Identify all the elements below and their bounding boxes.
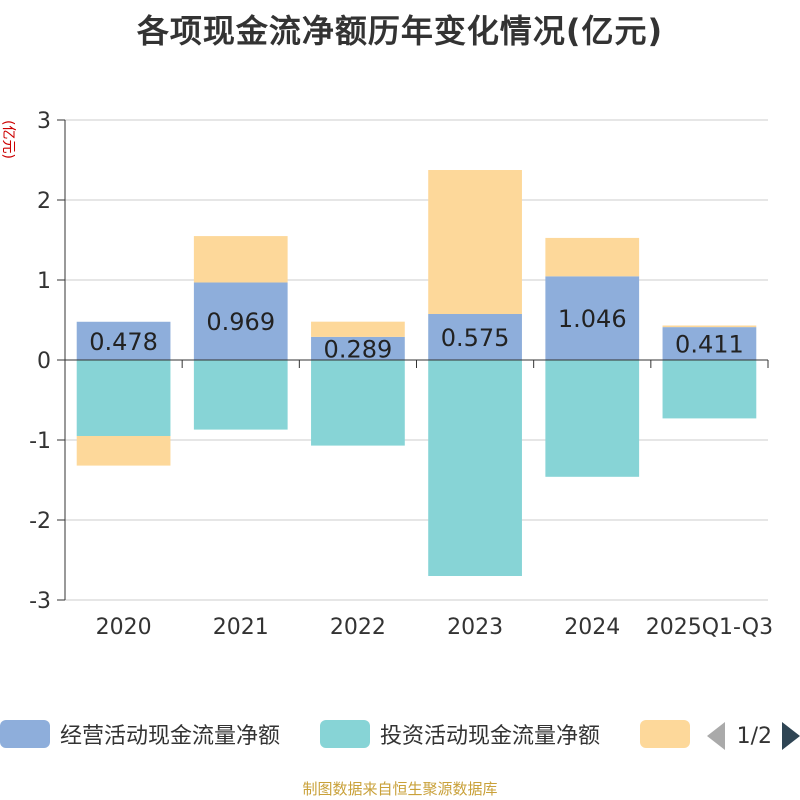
x-tick-label: 2024 xyxy=(564,615,620,640)
data-label-2020: 0.478 xyxy=(89,328,158,356)
bar-2025Q1-Q3-series-1[interactable] xyxy=(662,360,757,419)
legend-item-operating[interactable]: 经营活动现金流量净额 xyxy=(0,716,280,752)
bar-2024-series-0[interactable] xyxy=(545,276,640,360)
source-note: 制图数据来自恒生聚源数据库 xyxy=(302,780,498,798)
y-tick-label: 1 xyxy=(37,269,51,294)
data-label-2024: 1.046 xyxy=(558,305,627,333)
data-label-2023: 0.575 xyxy=(441,324,510,352)
bar-2020-series-1[interactable] xyxy=(76,360,171,436)
legend-prev-page-icon[interactable] xyxy=(706,722,725,750)
y-tick-label: 2 xyxy=(37,189,51,214)
legend-swatch-financing xyxy=(640,720,690,748)
bar-2024-series-1[interactable] xyxy=(545,360,640,477)
legend: 经营活动现金流量净额 投资活动现金流量净额 1/2 xyxy=(0,716,800,756)
data-label-2022: 0.289 xyxy=(324,335,393,363)
legend-swatch-investing xyxy=(320,720,370,748)
bar-2022-series-1[interactable] xyxy=(311,360,405,446)
x-tick-label: 2025Q1-Q3 xyxy=(646,615,773,640)
legend-page-indicator: 1/2 xyxy=(736,723,772,749)
bar-2020-series-2[interactable] xyxy=(76,436,171,466)
y-tick-label: 0 xyxy=(37,349,51,374)
chart-title: 各项现金流净额历年变化情况(亿元) xyxy=(136,12,664,50)
bar-2020-series-0[interactable] xyxy=(76,321,171,360)
legend-next-page-icon[interactable] xyxy=(782,722,800,750)
bar-2025Q1-Q3-series-0[interactable] xyxy=(662,327,757,360)
y-tick-label: 3 xyxy=(37,109,51,134)
data-label-2025Q1-Q3: 0.411 xyxy=(675,331,744,359)
y-axis-title: (亿元) xyxy=(0,120,16,159)
bar-2023-series-1[interactable] xyxy=(428,360,522,576)
legend-label-operating: 经营活动现金流量净额 xyxy=(60,724,281,749)
bar-2021-series-2[interactable] xyxy=(193,236,288,283)
bar-chart: 3 2 1 0 -1 -2 -3 0.478 2020 0.969 2021 0.289 2022 0.5… xyxy=(0,109,773,640)
legend-swatch-operating xyxy=(0,720,50,748)
bar-2023-series-2[interactable] xyxy=(428,170,522,314)
bar-2021-series-0[interactable] xyxy=(193,282,288,360)
data-label-2021: 0.969 xyxy=(206,308,275,336)
x-tick-label: 2021 xyxy=(213,615,269,640)
bar-2024-series-2[interactable] xyxy=(545,237,640,277)
bar-2022-series-2[interactable] xyxy=(311,321,405,337)
x-tick-label: 2023 xyxy=(447,615,503,640)
x-tick-label: 2020 xyxy=(96,615,152,640)
legend-label-investing: 投资活动现金流量净额 xyxy=(380,724,601,749)
bar-2021-series-1[interactable] xyxy=(193,360,288,430)
y-tick-label: -3 xyxy=(29,589,51,614)
y-tick-label: -1 xyxy=(29,429,51,454)
legend-item-financing[interactable] xyxy=(640,716,690,752)
bar-2022-series-0[interactable] xyxy=(311,336,405,360)
x-tick-label: 2022 xyxy=(330,615,386,640)
legend-item-investing[interactable]: 投资活动现金流量净额 xyxy=(320,716,600,752)
bar-2023-series-0[interactable] xyxy=(428,314,522,360)
legend-pager: 1/2 xyxy=(706,718,800,754)
y-tick-label: -2 xyxy=(29,509,51,534)
bar-2025Q1-Q3-series-2[interactable] xyxy=(662,325,757,328)
